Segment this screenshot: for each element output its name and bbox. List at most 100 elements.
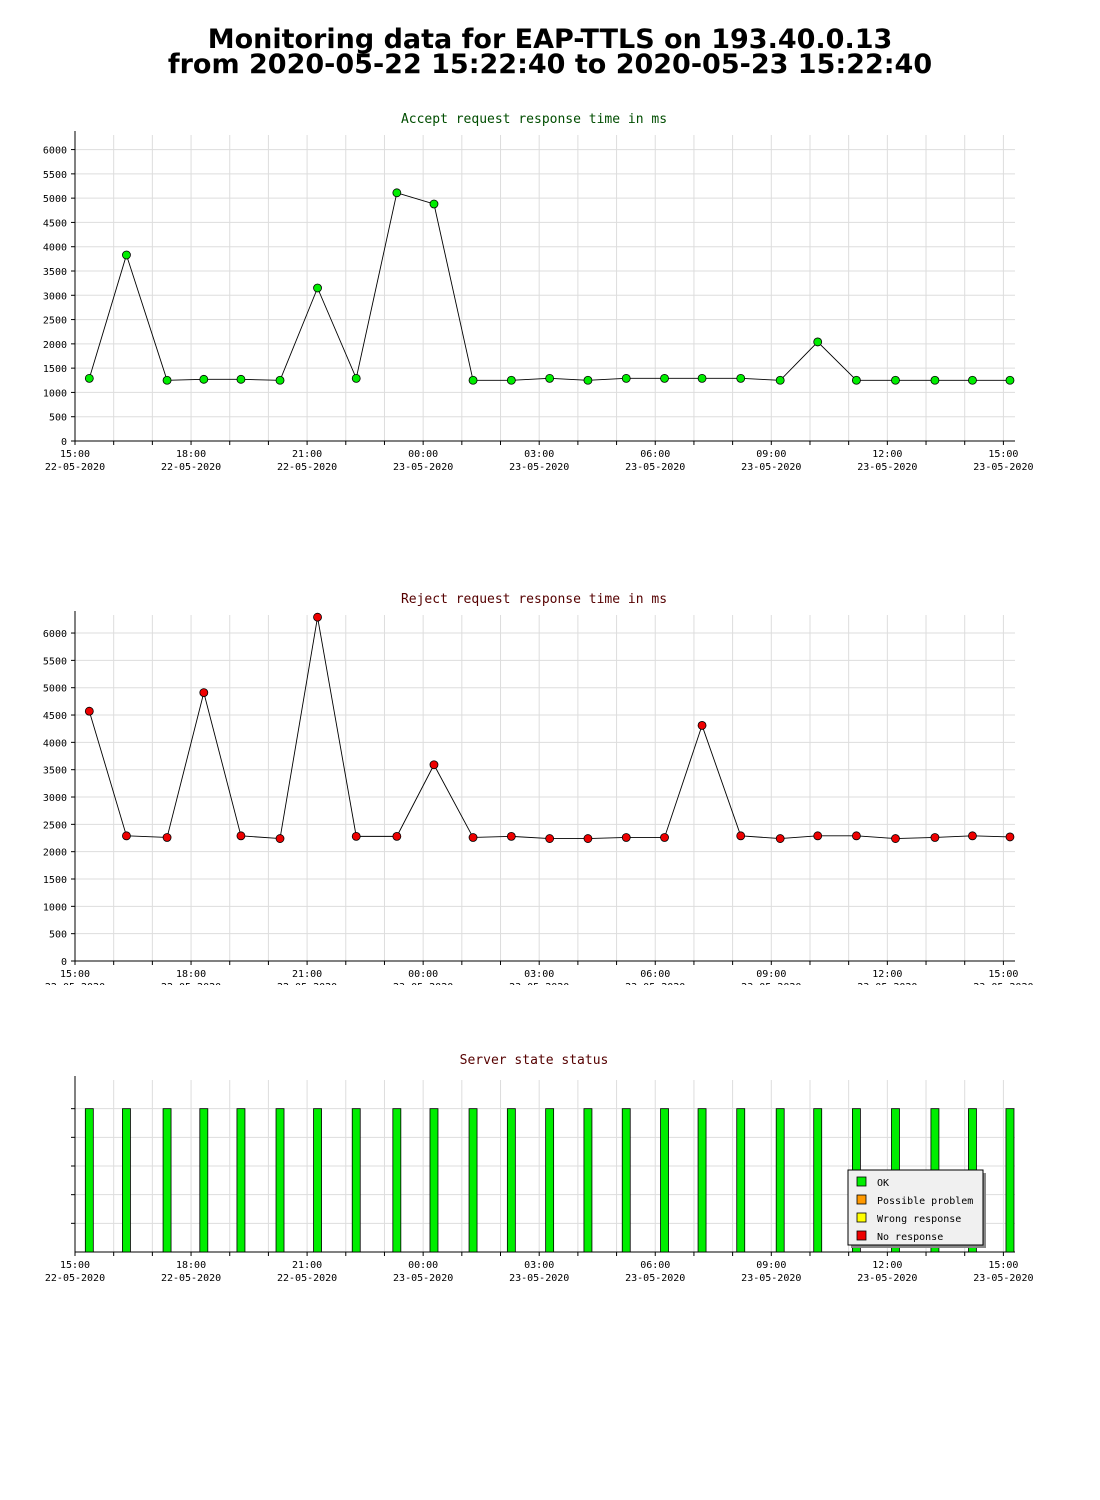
data-point (621, 373, 631, 383)
x-tick-time-label: 15:00 (60, 969, 90, 980)
x-tick-time-label: 12:00 (872, 1260, 902, 1271)
y-tick-label: 3500 (43, 267, 67, 278)
data-point (351, 831, 361, 841)
data-point (891, 375, 900, 385)
chart-title: Server state status (460, 1053, 609, 1068)
x-tick-date-label: 23-05-2020 (509, 462, 569, 473)
data-point (162, 833, 172, 842)
x-tick-time-label: 21:00 (292, 449, 322, 460)
x-tick-time-label: 12:00 (872, 969, 902, 980)
data-point (545, 834, 555, 843)
data-point (429, 760, 439, 770)
data-point (84, 706, 94, 716)
data-point (736, 373, 746, 383)
data-point (275, 834, 285, 843)
x-tick-date-label: 22-05-2020 (277, 982, 337, 985)
data-point (697, 721, 707, 730)
data-point (660, 833, 669, 842)
y-tick-label: 0 (61, 957, 67, 968)
x-tick-time-label: 15:00 (988, 449, 1018, 460)
x-tick-time-label: 00:00 (408, 449, 438, 460)
x-tick-time-label: 18:00 (176, 1260, 206, 1271)
data-point (162, 375, 172, 385)
legend-label: No response (877, 1232, 943, 1243)
x-tick-time-label: 00:00 (408, 969, 438, 980)
data-point (392, 831, 402, 841)
y-tick-label: 3000 (43, 793, 67, 804)
y-tick-label: 5500 (43, 170, 67, 181)
legend-label: OK (877, 1178, 889, 1189)
x-tick-time-label: 15:00 (988, 969, 1018, 980)
status-bar (468, 1108, 478, 1253)
x-tick-date-label: 22-05-2020 (161, 462, 221, 473)
data-point (468, 375, 478, 385)
x-tick-date-label: 23-05-2020 (741, 1273, 801, 1284)
x-tick-date-label: 23-05-2020 (393, 462, 453, 473)
y-tick-label: 1500 (43, 875, 67, 886)
y-tick-label: 2500 (43, 316, 67, 327)
x-tick-date-label: 23-05-2020 (393, 1273, 453, 1284)
status-bar (313, 1108, 322, 1253)
y-tick-label: 4000 (43, 738, 67, 749)
x-tick-date-label: 23-05-2020 (973, 1273, 1033, 1284)
y-tick-label: 4500 (43, 218, 67, 229)
x-tick-date-label: 23-05-2020 (741, 982, 801, 985)
y-tick-label: 2000 (43, 340, 67, 351)
y-tick-label: 1000 (43, 388, 67, 399)
legend-swatch (856, 1230, 867, 1241)
status-bar (351, 1108, 361, 1253)
data-point (891, 834, 900, 843)
status-bar (199, 1108, 209, 1253)
x-tick-time-label: 18:00 (176, 969, 206, 980)
legend-swatch (856, 1194, 867, 1205)
x-tick-time-label: 21:00 (292, 1260, 322, 1271)
status-bar (545, 1108, 555, 1253)
data-point (545, 373, 555, 383)
legend-label: Wrong response (877, 1214, 961, 1225)
y-tick-label: 2000 (43, 848, 67, 859)
x-tick-time-label: 09:00 (756, 969, 786, 980)
x-tick-time-label: 03:00 (524, 1260, 554, 1271)
status-bar (813, 1108, 823, 1253)
server-status-chart: 15:00 22-05-2020 18:00 22-05-2020 21:00 22-05… (45, 1053, 1034, 1284)
x-tick-time-label: 09:00 (756, 449, 786, 460)
x-tick-time-label: 15:00 (988, 1260, 1018, 1271)
data-point (506, 831, 516, 841)
x-tick-time-label: 18:00 (176, 449, 206, 460)
y-tick-label: 4500 (43, 711, 67, 722)
x-tick-time-label: 12:00 (872, 449, 902, 460)
y-tick-label: 5500 (43, 656, 67, 667)
status-bar (1005, 1108, 1015, 1253)
x-tick-time-label: 09:00 (756, 1260, 786, 1271)
y-tick-label: 0 (61, 437, 67, 448)
status-bar (736, 1108, 746, 1253)
data-point (660, 373, 669, 383)
data-point (621, 833, 631, 842)
y-tick-label: 4000 (43, 243, 67, 254)
y-tick-label: 3500 (43, 766, 67, 777)
y-tick-label: 2500 (43, 820, 67, 831)
y-tick-label: 3000 (43, 291, 67, 302)
y-tick-label: 5000 (43, 684, 67, 695)
x-tick-date-label: 23-05-2020 (509, 982, 569, 985)
status-bar (583, 1108, 593, 1253)
x-tick-date-label: 23-05-2020 (625, 462, 685, 473)
data-point (313, 612, 322, 622)
data-point (775, 375, 785, 385)
chart-title: Reject request response time in ms (401, 592, 667, 607)
data-point (236, 831, 246, 841)
data-point (1005, 832, 1015, 842)
x-tick-date-label: 22-05-2020 (45, 462, 105, 473)
series-line (88, 617, 1010, 840)
y-tick-label: 500 (49, 413, 67, 424)
x-tick-date-label: 22-05-2020 (45, 1273, 105, 1284)
data-point (199, 374, 209, 384)
chart-title: Accept request response time in ms (401, 112, 667, 127)
x-tick-date-label: 23-05-2020 (625, 982, 685, 985)
status-bar (506, 1108, 516, 1253)
x-tick-time-label: 00:00 (408, 1260, 438, 1271)
data-point (392, 188, 402, 198)
data-point (1005, 375, 1015, 385)
accept-response-chart: 0 500 1000 1500 2000 2500 3000 3500 4000 4500 5000… (43, 112, 1034, 473)
page-title-line2: from 2020-05-22 15:22:40 to 2020-05-23 1… (167, 49, 933, 80)
